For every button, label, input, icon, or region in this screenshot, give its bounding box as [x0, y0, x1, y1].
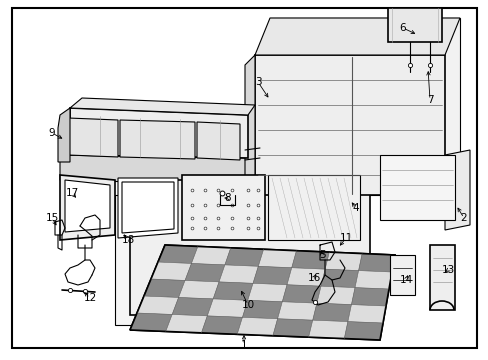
Polygon shape [247, 283, 286, 302]
Polygon shape [130, 245, 394, 340]
Polygon shape [65, 180, 110, 232]
Text: 13: 13 [441, 265, 454, 275]
Text: 5: 5 [318, 250, 325, 260]
Text: 18: 18 [121, 235, 134, 245]
Polygon shape [358, 253, 394, 272]
Text: 14: 14 [399, 275, 412, 285]
Polygon shape [60, 175, 115, 240]
Polygon shape [70, 98, 254, 115]
Polygon shape [143, 279, 184, 297]
Text: 12: 12 [83, 293, 97, 303]
Polygon shape [429, 245, 454, 310]
Polygon shape [269, 18, 459, 195]
Text: 16: 16 [307, 273, 320, 283]
Text: 11: 11 [339, 233, 352, 243]
Polygon shape [254, 55, 444, 195]
Polygon shape [182, 175, 264, 240]
Text: 6: 6 [399, 23, 406, 33]
Polygon shape [277, 302, 316, 320]
Text: 4: 4 [352, 203, 359, 213]
Polygon shape [58, 108, 70, 162]
Polygon shape [387, 8, 441, 42]
Polygon shape [122, 182, 174, 233]
Polygon shape [316, 286, 354, 305]
Text: 15: 15 [45, 213, 59, 223]
Text: 2: 2 [460, 213, 467, 223]
Polygon shape [351, 288, 388, 306]
Text: 1: 1 [240, 340, 247, 350]
Polygon shape [70, 108, 247, 158]
Polygon shape [312, 303, 351, 321]
Polygon shape [191, 247, 230, 265]
Polygon shape [165, 314, 207, 333]
Polygon shape [130, 313, 172, 332]
Polygon shape [344, 321, 382, 340]
Polygon shape [219, 265, 258, 283]
Polygon shape [325, 252, 362, 271]
Text: 17: 17 [65, 188, 79, 198]
Text: 3: 3 [254, 77, 261, 87]
Polygon shape [120, 120, 195, 159]
Polygon shape [308, 320, 347, 338]
Polygon shape [115, 195, 359, 325]
Polygon shape [291, 251, 328, 269]
Polygon shape [178, 280, 219, 299]
Polygon shape [282, 285, 320, 303]
Polygon shape [347, 305, 385, 323]
Polygon shape [379, 155, 454, 220]
Polygon shape [68, 118, 118, 157]
Polygon shape [354, 271, 391, 289]
Polygon shape [213, 282, 252, 300]
Polygon shape [224, 248, 263, 266]
Polygon shape [197, 122, 240, 160]
Polygon shape [60, 155, 247, 185]
Polygon shape [207, 299, 247, 317]
Polygon shape [137, 296, 178, 314]
Polygon shape [201, 316, 242, 334]
Polygon shape [244, 55, 254, 200]
Polygon shape [237, 317, 277, 336]
Polygon shape [389, 255, 414, 295]
Polygon shape [158, 245, 198, 264]
Polygon shape [184, 264, 224, 282]
Polygon shape [267, 175, 359, 240]
Polygon shape [60, 108, 70, 155]
Polygon shape [151, 262, 191, 280]
Polygon shape [444, 150, 469, 230]
Polygon shape [252, 266, 291, 285]
Polygon shape [12, 8, 476, 348]
Polygon shape [254, 18, 459, 55]
Polygon shape [172, 297, 213, 316]
Text: 8: 8 [224, 193, 231, 203]
Polygon shape [320, 269, 358, 288]
Text: 9: 9 [49, 128, 55, 138]
Polygon shape [242, 300, 282, 319]
Polygon shape [272, 319, 312, 337]
Text: 10: 10 [241, 300, 254, 310]
Text: 7: 7 [426, 95, 432, 105]
Polygon shape [258, 249, 296, 268]
Polygon shape [130, 180, 369, 315]
Polygon shape [286, 268, 325, 286]
Polygon shape [118, 178, 178, 238]
